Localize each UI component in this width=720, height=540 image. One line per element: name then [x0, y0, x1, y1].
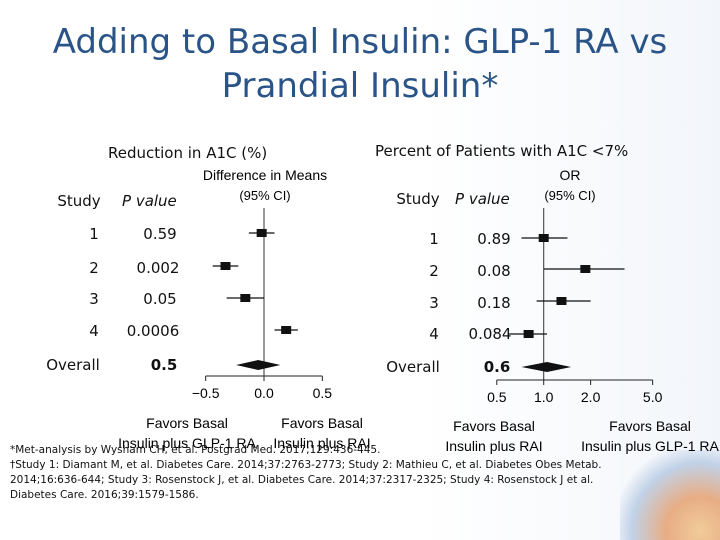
left-row-2-pvalue: 0.002: [136, 259, 180, 277]
x-tick-label: 1.0: [534, 389, 554, 405]
plot-title: Difference in Means: [203, 167, 327, 183]
left-row-4-pvalue: 0.0006: [126, 322, 180, 340]
left-row-overall-study: Overall: [46, 356, 100, 374]
favors-left-line-1: Favors Basal: [146, 415, 228, 431]
right-row-2-study: 2: [429, 262, 439, 280]
point-estimate-study-3: [240, 294, 251, 302]
right-pvalue-header: P value: [455, 190, 510, 208]
footnotes: *Met-analysis by Wysham CH, et al. Postg…: [10, 443, 630, 503]
right-row-3-pvalue: 0.18: [477, 294, 511, 312]
point-estimate-study-4: [523, 330, 534, 338]
x-tick-label: 5.0: [643, 389, 663, 405]
plot-subtitle: (95% CI): [544, 188, 595, 203]
right-study-header: Study: [396, 190, 440, 208]
favors-right-line-1: Favors Basal: [281, 415, 363, 431]
summary-diamond-overall: [236, 360, 281, 370]
left-pvalue-header-text: P value: [122, 192, 177, 210]
x-tick-label: 0.5: [487, 389, 507, 405]
right-row-1-pvalue: 0.89: [477, 230, 511, 248]
right-row-overall-study: Overall: [386, 358, 440, 376]
right-row-2-pvalue: 0.08: [477, 262, 511, 280]
footnote-meta-analysis: *Met-analysis by Wysham CH, et al. Postg…: [10, 444, 381, 456]
plot-title: OR: [560, 167, 581, 183]
point-estimate-study-1: [538, 234, 549, 242]
point-estimate-study-4: [281, 326, 292, 334]
left-row-3-study: 3: [89, 290, 99, 308]
slide-title: Adding to Basal Insulin: GLP-1 RA vs Pra…: [0, 20, 720, 108]
favors-right-line-2: Insulin plus GLP-1 RA: [581, 438, 719, 454]
left-row-1-study: 1: [89, 225, 99, 243]
favors-left-line-2: Insulin plus GLP-1 RA: [118, 435, 256, 451]
x-tick-label: 2.0: [581, 389, 601, 405]
x-tick-label: −0.5: [192, 385, 220, 401]
slide-title-line-1: Adding to Basal Insulin: GLP-1 RA vs: [52, 22, 668, 62]
favors-left-line-1: Favors Basal: [453, 418, 535, 434]
decorative-corner-art: [620, 450, 720, 540]
right-row-3-study: 3: [429, 294, 439, 312]
summary-diamond-overall: [521, 362, 572, 372]
plot-subtitle: (95% CI): [239, 188, 290, 203]
point-estimate-study-2: [580, 265, 591, 273]
favors-right-line-1: Favors Basal: [609, 418, 691, 434]
left-pvalue-header: P value: [122, 192, 177, 210]
left-row-1-pvalue: 0.59: [143, 225, 177, 243]
right-row-4-study: 4: [429, 325, 439, 343]
footnote-study-references: †Study 1: Diamant M, et al. Diabetes Car…: [10, 459, 602, 501]
forest-plot-odds-ratio: OR (95% CI) 0.5 1.0 2.0 5.0 Favors Basal Insuli…: [445, 167, 719, 454]
left-row-2-study: 2: [89, 259, 99, 277]
left-row-3-pvalue: 0.05: [143, 290, 177, 308]
left-row-overall-pvalue: 0.5: [150, 356, 178, 374]
point-estimate-study-1: [256, 229, 267, 237]
point-estimate-study-3: [556, 297, 567, 305]
left-panel-heading: Reduction in A1C (%): [108, 144, 268, 162]
right-panel-heading: Percent of Patients with A1C <7%: [375, 142, 629, 160]
point-estimate-study-2: [220, 262, 231, 270]
favors-right-line-2: Insulin plus RAI: [273, 435, 370, 451]
x-tick-label: 0.5: [313, 385, 333, 401]
right-row-4-pvalue: 0.084: [468, 325, 512, 343]
forest-plot-difference-in-means: Difference in Means (95% CI) −0.5 0.0 0.5 Fav…: [118, 167, 371, 451]
favors-left-line-2: Insulin plus RAI: [445, 438, 542, 454]
slide-title-line-2: Prandial Insulin*: [221, 66, 499, 106]
left-study-header: Study: [57, 192, 101, 210]
x-tick-label: 0.0: [254, 385, 274, 401]
left-row-4-study: 4: [89, 322, 99, 340]
right-pvalue-header-text: P value: [455, 190, 510, 208]
right-row-overall-pvalue: 0.6: [483, 358, 511, 376]
right-row-1-study: 1: [429, 230, 439, 248]
